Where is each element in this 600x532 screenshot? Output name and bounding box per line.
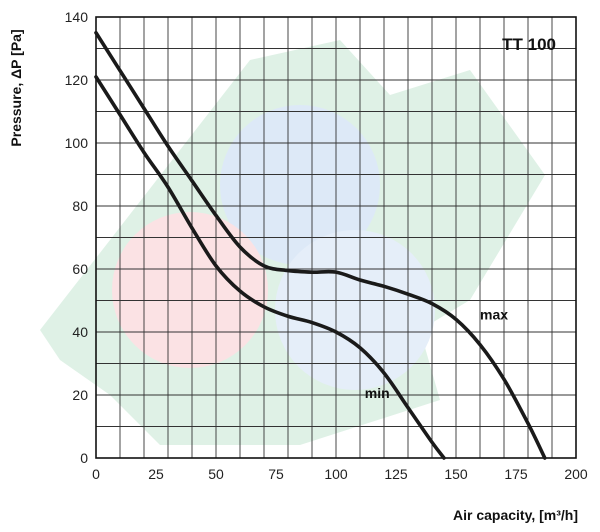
plot-frame [95, 16, 577, 459]
x-tick-label: 175 [504, 466, 528, 482]
x-tick-label: 100 [324, 466, 348, 482]
y-axis-title: Pressure, ΔP [Pa] [8, 29, 24, 146]
series-lines [94, 30, 547, 460]
x-axis-ticks: 0 25 50 75 100 125 150 175 200 [92, 466, 588, 482]
chart-grid [95, 16, 577, 459]
watermark-blue-circle [220, 105, 380, 265]
y-tick-label: 40 [72, 324, 88, 340]
background-watermark [40, 40, 545, 445]
watermark-blue-lower-circle [275, 230, 435, 390]
y-tick-label: 80 [72, 198, 88, 214]
y-tick-label: 0 [80, 450, 88, 466]
x-tick-label: 75 [268, 466, 284, 482]
x-axis-title: Air capacity, [m³/h] [453, 507, 578, 523]
watermark-red-circle [112, 212, 268, 368]
x-tick-label: 0 [92, 466, 100, 482]
y-tick-label: 60 [72, 261, 88, 277]
x-tick-label: 200 [564, 466, 588, 482]
y-tick-label: 140 [65, 9, 89, 25]
series-label-max: max [480, 306, 508, 322]
x-tick-label: 150 [444, 466, 468, 482]
x-tick-label: 125 [384, 466, 408, 482]
chart-title: TT 100 [502, 35, 556, 54]
y-axis-ticks: 0 20 40 60 80 100 120 140 [65, 9, 89, 466]
series-labels: max min [365, 306, 508, 401]
y-tick-label: 20 [72, 387, 88, 403]
series-line-min [94, 75, 446, 460]
x-tick-label: 25 [148, 466, 164, 482]
x-tick-label: 50 [208, 466, 224, 482]
series-label-min: min [365, 385, 390, 401]
series-line-max [94, 30, 547, 460]
y-tick-label: 120 [65, 72, 89, 88]
y-tick-label: 100 [65, 135, 89, 151]
